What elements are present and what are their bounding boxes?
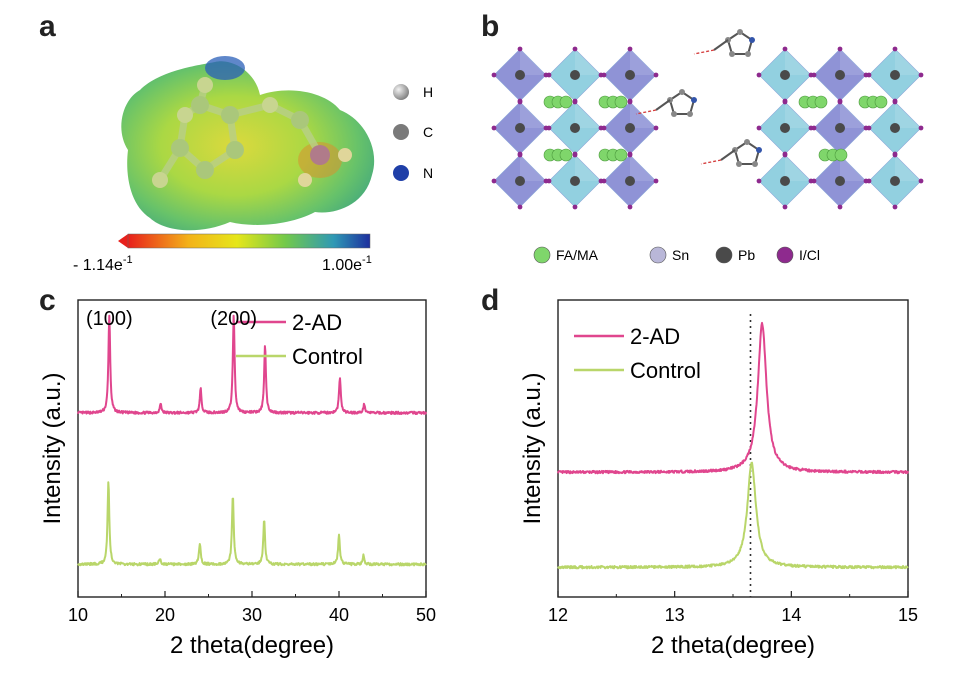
legend-item-fa-ma: FA/MA (533, 246, 599, 264)
legend-c-label: C (423, 124, 433, 140)
octahedron (601, 99, 659, 157)
legend-item-sn: Sn (649, 246, 689, 264)
peak-annotation: (100) (86, 308, 133, 330)
x-tick-label: 14 (781, 605, 801, 625)
y-axis-label: Intensity (a.u.) (519, 372, 546, 524)
octahedron (866, 152, 924, 210)
octahedron (866, 99, 924, 157)
peak-annotation: (200) (210, 308, 257, 330)
colorbar: - 1.14e-1 1.00e-1 (73, 233, 372, 274)
fa-ma-cation (858, 95, 888, 109)
x-tick-label: 50 (416, 605, 436, 625)
x-tick-label: 10 (68, 605, 88, 625)
plot-frame (77, 299, 427, 598)
legend-label: 2-AD (292, 310, 342, 335)
octahedron (491, 99, 549, 157)
legend-n-label: N (423, 165, 433, 181)
series-line-2-ad (77, 314, 427, 415)
colorbar-min-label: - 1.14e-1 (73, 254, 133, 274)
panel-label-d: d (481, 284, 500, 317)
legend-item-i-cl: I/Cl (776, 246, 820, 264)
legend-label: Sn (672, 247, 689, 263)
x-axis-label: 2 theta(degree) (170, 632, 334, 659)
panel-a-molecule: H C N - 1.14e-1 1.00e-1 (73, 56, 433, 274)
octahedron (491, 152, 549, 210)
octahedron (491, 46, 549, 104)
octahedron (546, 46, 604, 104)
electrostatic-surface (121, 61, 375, 231)
octahedron (601, 152, 659, 210)
legend-c-ball (393, 124, 409, 140)
colorbar-max-label: 1.00e-1 (322, 254, 372, 274)
octahedron (546, 152, 604, 210)
2-ad-molecule (693, 29, 755, 57)
x-tick-label: 12 (548, 605, 568, 625)
molecule-atoms (152, 77, 352, 188)
fa-ma-cation (543, 148, 573, 162)
panel-label-b: b (481, 10, 500, 43)
fa-ma-cation (543, 95, 573, 109)
x-tick-label: 13 (665, 605, 685, 625)
panel-label-c: c (39, 284, 56, 317)
octahedron (546, 99, 604, 157)
octahedron (811, 152, 869, 210)
octahedron (866, 46, 924, 104)
legend-h-label: H (423, 84, 433, 100)
atom-legend: H C N (393, 84, 433, 181)
legend-item-pb: Pb (715, 246, 755, 264)
series-line-2-ad (557, 321, 909, 475)
panel-b-crystal-structure: FA/MA Sn Pb I/Cl (491, 29, 924, 264)
octahedron (756, 99, 814, 157)
legend-label: FA/MA (556, 247, 599, 263)
legend-label: Control (630, 358, 701, 383)
legend-label: I/Cl (799, 247, 820, 263)
fa-ma-cation (598, 95, 628, 109)
chart-c-xrd-full: 10 20 30 40 50 2 theta(degree) Intensity (a.u.… (39, 299, 436, 659)
fa-ma-cation (798, 95, 828, 109)
x-tick-label: 40 (329, 605, 349, 625)
x-tick-label: 20 (155, 605, 175, 625)
octahedron (601, 46, 659, 104)
fa-ma-cation (598, 148, 628, 162)
x-tick-label: 15 (898, 605, 918, 625)
chart-d-xrd-zoom: 12 13 14 15 2 theta(degree) Intensity (a.u.) 2… (519, 299, 918, 659)
2-ad-molecule (700, 139, 762, 167)
legend-n-ball (393, 165, 409, 181)
x-axis-label: 2 theta(degree) (651, 632, 815, 659)
y-axis-label: Intensity (a.u.) (39, 372, 66, 524)
octahedron (756, 46, 814, 104)
series-line-control (557, 461, 909, 570)
plot-frame (557, 299, 909, 598)
fa-ma-cation (818, 148, 848, 162)
legend-h-ball (393, 84, 409, 100)
x-tick-label: 30 (242, 605, 262, 625)
panel-label-a: a (39, 10, 56, 43)
legend-label: Pb (738, 247, 755, 263)
octahedron (811, 46, 869, 104)
legend-label: 2-AD (630, 324, 680, 349)
series-line-control (77, 481, 427, 567)
octahedron (756, 152, 814, 210)
legend-label: Control (292, 344, 363, 369)
2-ad-molecule (635, 89, 697, 117)
